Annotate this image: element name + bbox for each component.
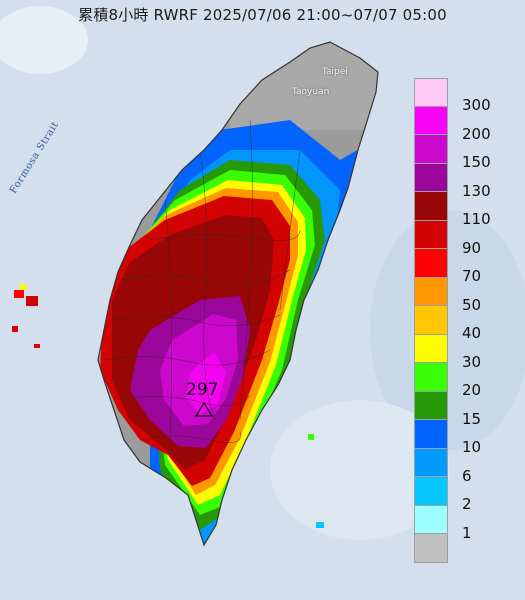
- legend-swatch: [414, 420, 448, 449]
- legend-swatch: [414, 448, 448, 477]
- penghu-islands: [12, 284, 40, 348]
- legend-label: 150: [462, 153, 491, 171]
- legend-label: 70: [462, 267, 482, 285]
- legend-label: 90: [462, 238, 482, 257]
- legend-swatch: [414, 106, 448, 135]
- legend-label: 20: [462, 381, 482, 399]
- legend-swatch: [414, 220, 448, 249]
- legend-label: 15: [462, 409, 482, 428]
- place-label-taipei: Taipei: [322, 67, 348, 77]
- legend-label: 110: [462, 210, 491, 228]
- legend-swatch: [414, 391, 448, 420]
- legend-swatch: [414, 135, 448, 164]
- legend-swatch: [414, 277, 448, 306]
- legend-swatch: [414, 534, 448, 563]
- legend-swatch: [414, 334, 448, 363]
- legend-label: 30: [462, 352, 482, 371]
- place-label-taoyuan: Taoyuan: [292, 87, 330, 97]
- cloud-patch: [270, 400, 450, 540]
- legend-swatch: [414, 363, 448, 392]
- green-islet: [308, 434, 314, 440]
- color-legend: [414, 78, 448, 563]
- island-outline: [97, 41, 379, 547]
- cloud-patch: [0, 6, 88, 74]
- legend-swatch: [414, 306, 448, 335]
- triangle-icon: [194, 401, 214, 417]
- legend-swatch: [414, 505, 448, 534]
- legend-label: 40: [462, 324, 482, 342]
- legend-swatch: [414, 192, 448, 221]
- legend-label: 2: [462, 495, 472, 513]
- max-value-label: 297: [186, 380, 219, 400]
- legend-label: 10: [462, 438, 482, 456]
- legend-label: 50: [462, 295, 482, 314]
- legend-label: 300: [462, 96, 491, 114]
- legend-swatch: [414, 249, 448, 278]
- legend-label: 200: [462, 124, 491, 143]
- legend-swatch: [414, 477, 448, 506]
- legend-label: 1: [462, 523, 472, 542]
- legend-label: 130: [462, 181, 491, 200]
- legend-swatch: [414, 78, 448, 107]
- legend-swatch: [414, 163, 448, 192]
- legend-label: 6: [462, 466, 472, 485]
- map-title: 累積8小時 RWRF 2025/07/06 21:00~07/07 05:00: [78, 6, 447, 24]
- blue-islet: [316, 522, 324, 528]
